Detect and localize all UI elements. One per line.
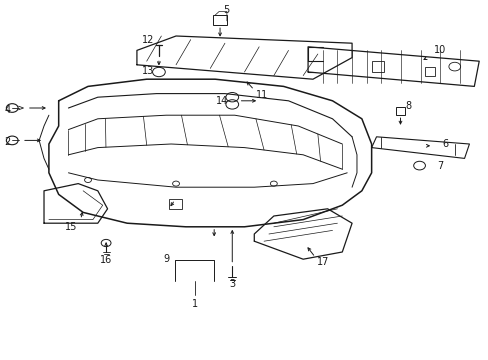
Text: 10: 10 [433,45,446,55]
Text: 8: 8 [405,101,410,111]
Text: 14: 14 [216,96,228,106]
Bar [395,107,404,115]
Bar [213,15,226,25]
Bar [371,61,383,72]
Text: 13: 13 [141,66,154,76]
Bar [425,67,434,76]
Text: 12: 12 [141,35,154,45]
Text: 6: 6 [441,139,447,149]
Text: 2: 2 [5,137,11,147]
Text: 4: 4 [5,105,11,115]
Text: 3: 3 [229,279,235,289]
Text: 5: 5 [223,5,228,15]
Text: 9: 9 [163,254,169,264]
Text: 7: 7 [436,161,442,171]
Text: 11: 11 [255,90,267,100]
Bar [168,199,182,209]
Text: 15: 15 [64,222,77,232]
Text: 16: 16 [100,255,112,265]
Text: 17: 17 [316,257,328,267]
Text: 1: 1 [191,299,197,309]
